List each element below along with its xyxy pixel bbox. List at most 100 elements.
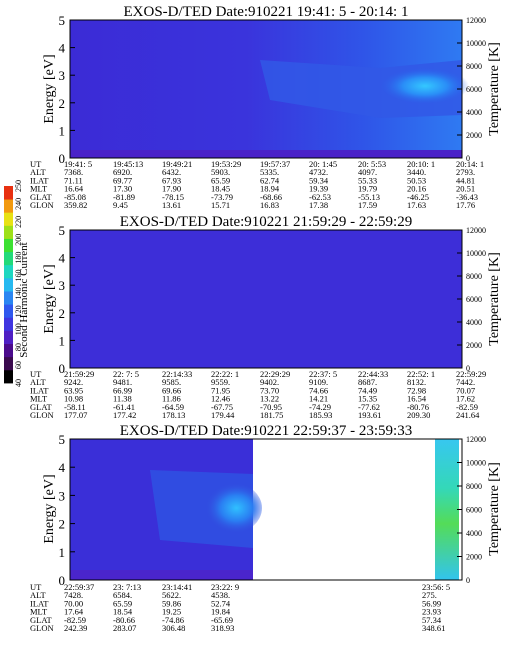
info-cell: 11.38 [113,394,132,404]
info-cell: -70.95 [260,402,282,412]
info-cell: 20.16 [407,184,426,194]
y-right-tick-label: 4000 [466,529,482,538]
info-cell: 17.59 [358,200,377,210]
info-cell: 348.61 [422,623,445,633]
info-cell: 5903. [211,167,230,177]
info-cell: 3440. [407,167,426,177]
info-cell: -55.13 [358,192,380,202]
info-cell: 17.38 [309,200,328,210]
info-cell: 7442. [456,377,475,387]
info-cell: 241.64 [456,410,480,420]
info-cell: 17.64 [64,607,84,617]
heatmap-area [70,230,462,368]
info-cell: 8132. [407,377,426,387]
info-cell: 9402. [260,377,279,387]
colorbar-swatch [4,291,13,305]
row-label: ILAT [30,175,49,185]
info-cell: -68.66 [260,192,282,202]
info-cell: 359.82 [64,200,87,210]
info-cell: 16.83 [260,200,279,210]
info-cell: -77.62 [358,402,380,412]
info-cell: 17.76 [456,200,475,210]
colorbar-ticks: 40 60 80 100 120 140 160 180 200 220 240 250 [14,180,23,387]
colorbar-tick-label: 240 [14,198,23,210]
y-axis-label: Energy [eV] [42,54,57,123]
y-tick-label: 1 [59,545,66,560]
y-axis-left: 0 1 2 3 4 5 [59,13,75,166]
row-label: MLT [30,184,48,194]
info-cell: 13.61 [162,200,181,210]
y-tick-label: 1 [59,333,66,348]
y-tick-label: 2 [59,306,66,321]
info-cell: 22:59:29 [456,369,486,379]
colorbar-swatch [4,225,13,239]
y-axis-right-label: Temperature [K] [487,42,502,135]
y-right-tick-label: 8000 [466,272,482,281]
colorbar-tick-label: 40 [14,379,23,387]
y-tick-label: 0 [59,361,66,376]
row-label: UT [30,582,42,592]
info-cell: 65.59 [113,598,132,608]
y-right-tick-label: 4000 [466,108,482,117]
colorbar: 40 60 80 100 120 140 160 180 200 220 240 250 Second… [4,180,30,387]
info-cell: 6920. [113,167,132,177]
info-cell: 59.34 [309,175,329,185]
info-cell: 19:53:29 [211,159,241,169]
panel-1: EXOS-D/TED Date:910221 19:41: 5 - 20:14:… [30,4,502,210]
info-cell: 242.39 [64,623,87,633]
y-tick-label: 3 [59,278,66,293]
info-cell: 193.61 [358,410,381,420]
colorbar-tick-label: 140 [14,287,23,299]
y-right-tick-label: 0 [466,364,470,373]
info-cell: 57.34 [422,615,442,625]
info-cell: 17.90 [162,184,181,194]
info-cell: 178.13 [162,410,185,420]
y-right-tick-label: 10000 [466,249,486,258]
chart-title: EXOS-D/TED Date:910221 22:59:37 - 23:59:… [120,423,412,439]
y-right-tick-label: 0 [466,154,470,163]
info-cell: -62.53 [309,192,331,202]
info-cell: 63.95 [64,385,83,395]
info-cell: 14.21 [309,394,328,404]
panel-3: EXOS-D/TED Date:910221 22:59:37 - 23:59:… [30,423,502,633]
info-cell: 22:14:33 [162,369,192,379]
row-label: ALT [30,590,47,600]
info-cell: 16.64 [64,184,84,194]
info-cell: 12.46 [211,394,230,404]
info-cell: 73.70 [260,385,279,395]
info-cell: 18.94 [260,184,280,194]
colorbar-swatch [4,356,13,371]
colorbar-swatch [4,199,13,213]
info-cell: 52.74 [211,598,231,608]
info-cell: 4097. [358,167,377,177]
colorbar-tick-label: 200 [14,234,23,246]
info-cell: 19.79 [358,184,377,194]
info-cell: 306.48 [162,623,185,633]
info-cell: 71.95 [211,385,230,395]
info-cell: 22:44:33 [358,369,388,379]
y-tick-label: 0 [59,573,66,588]
y-axis-label: Energy [eV] [42,264,57,333]
y-axis-right: 0 2000 4000 6000 8000 10000 12000 [457,16,486,163]
row-label: ILAT [30,598,49,608]
y-axis-right: 0 2000 4000 6000 8000 10000 12000 [457,435,486,585]
colorbar-tick-label: 120 [14,305,23,317]
y-tick-label: 5 [59,223,66,238]
y-tick-label: 5 [59,13,66,28]
info-cell: 59.86 [162,598,181,608]
y-right-tick-label: 2000 [466,341,482,350]
info-cell: 19:45:13 [113,159,143,169]
info-cell: 17.63 [407,200,426,210]
info-cell: 283.07 [113,623,136,633]
info-cell: 9109. [309,377,328,387]
info-cell: 62.74 [260,175,280,185]
info-cell: 9.45 [113,200,128,210]
info-cell: 23.93 [422,607,441,617]
info-cell: 20.51 [456,184,475,194]
info-cell: 209.30 [407,410,430,420]
y-right-tick-label: 12000 [466,226,486,235]
info-cell: 13.22 [260,394,279,404]
row-label: GLAT [30,192,53,202]
